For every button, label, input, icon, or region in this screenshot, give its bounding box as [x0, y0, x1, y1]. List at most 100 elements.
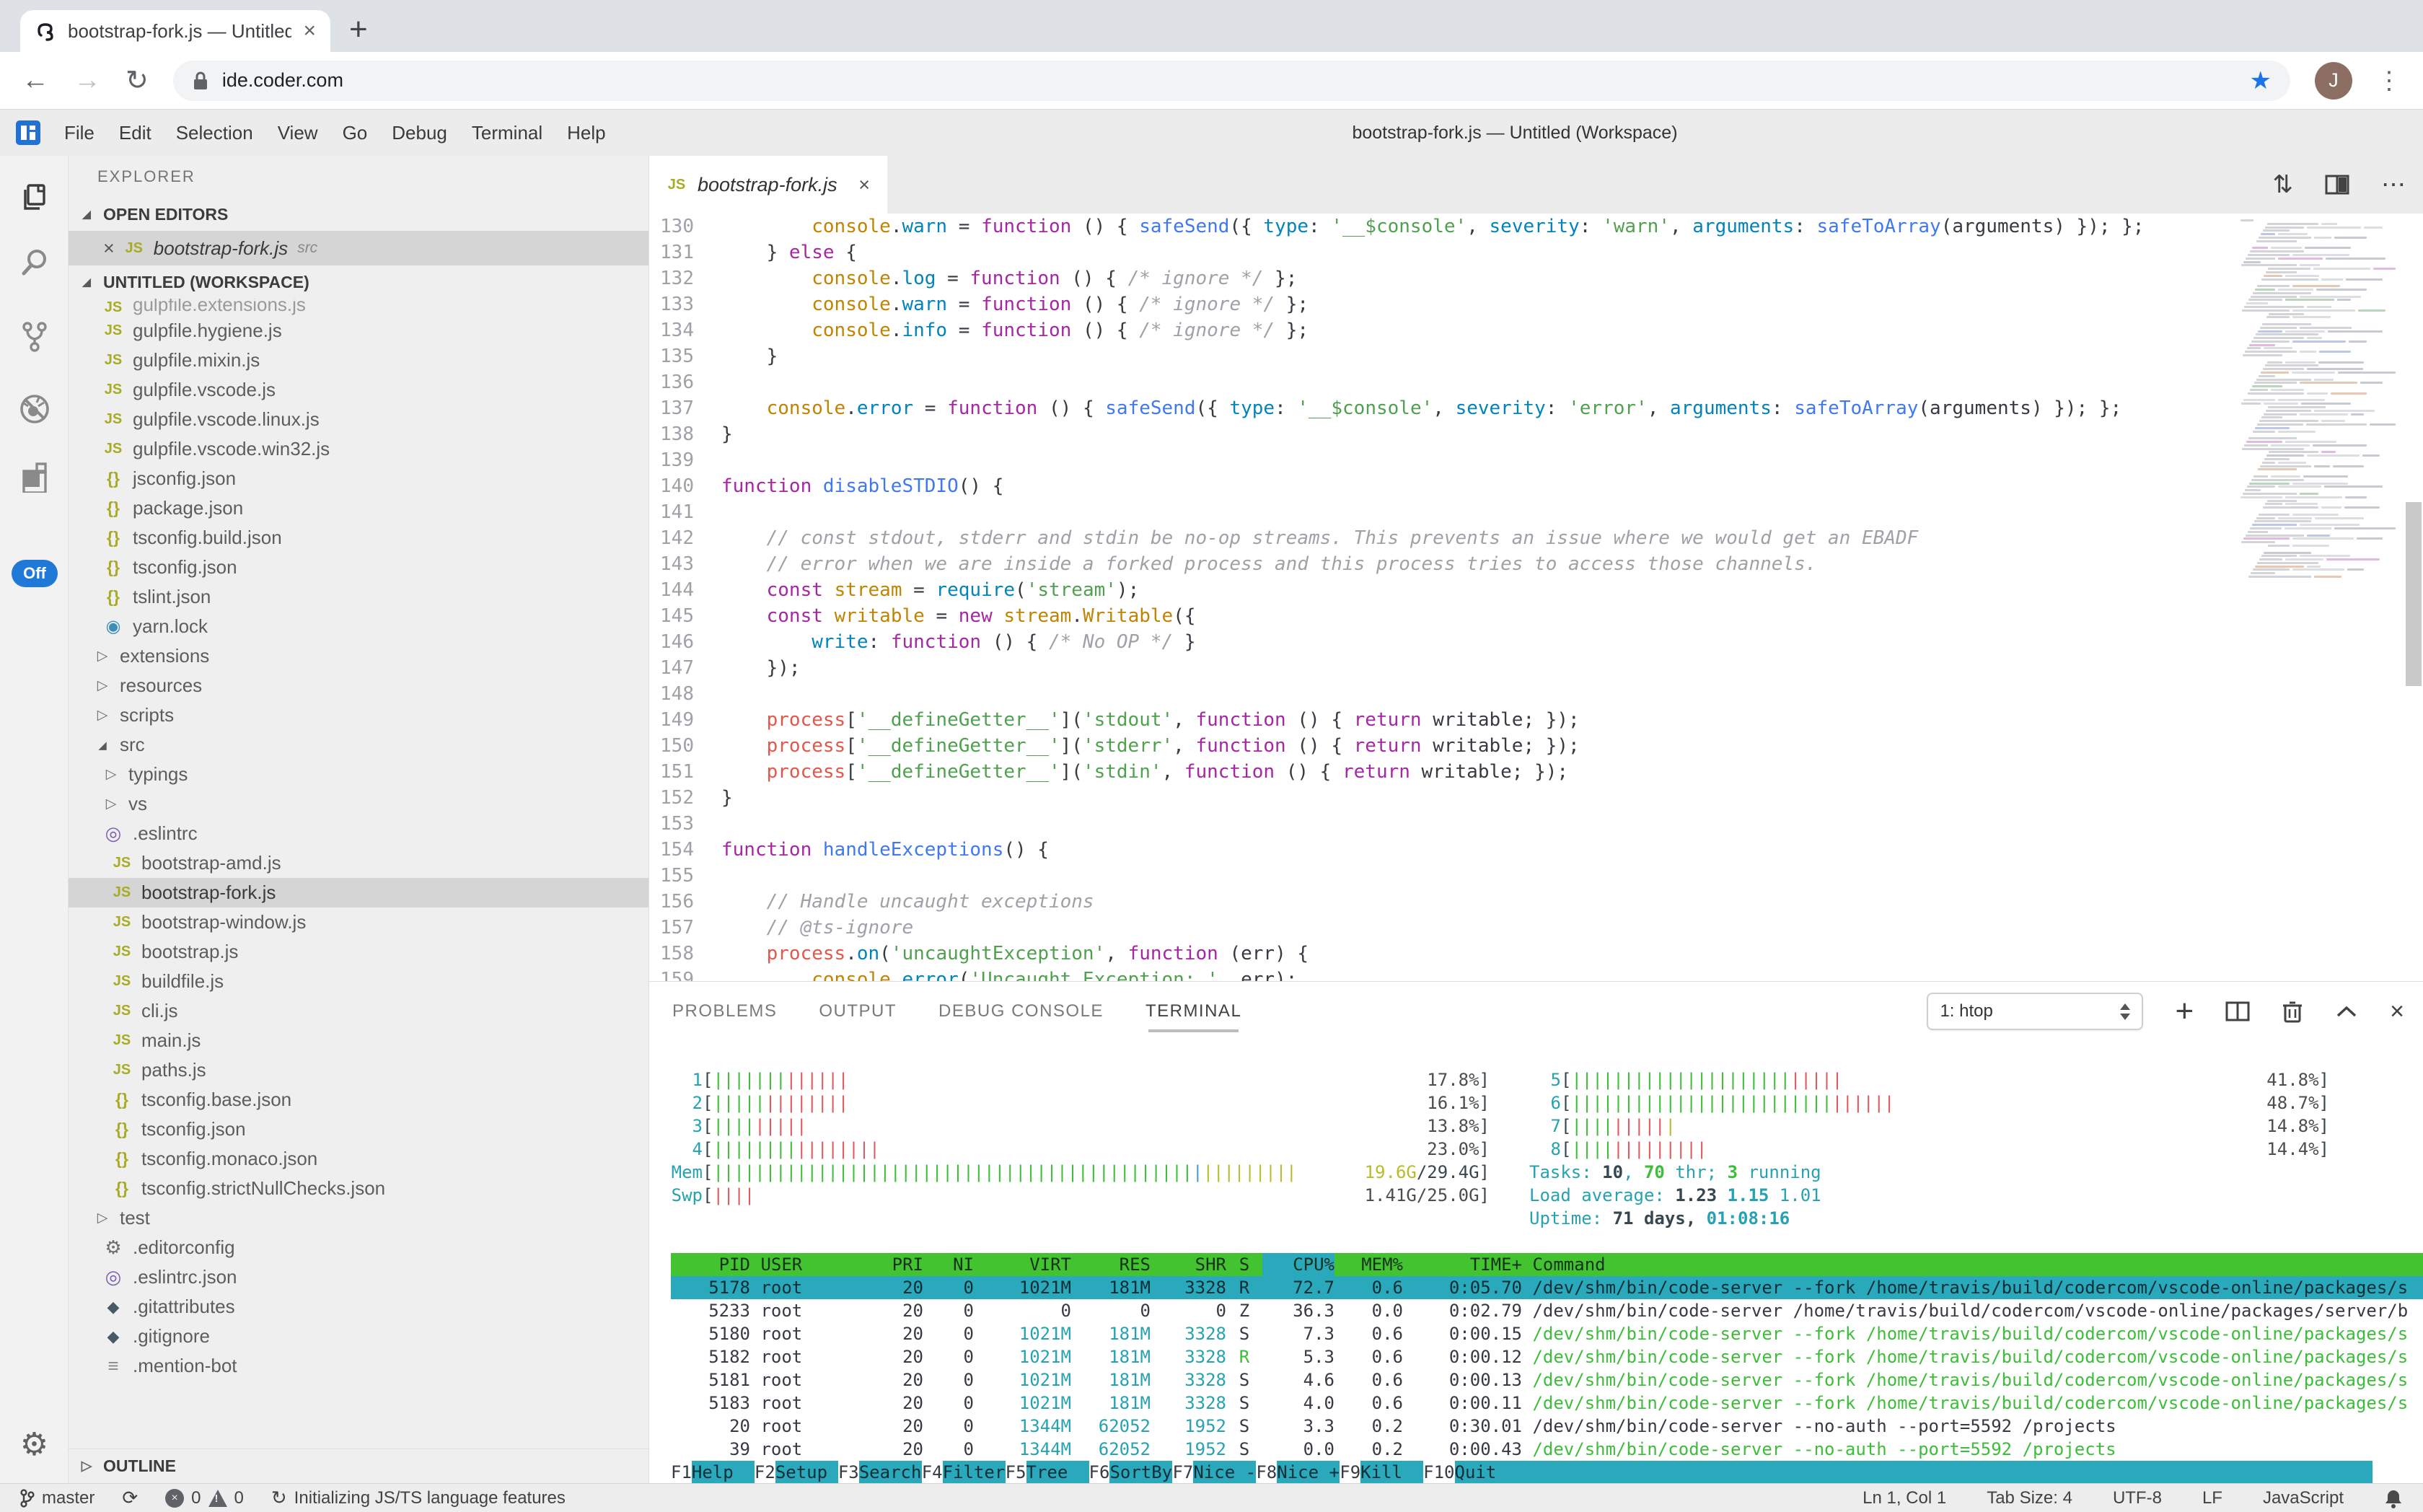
file-item-gulpfile.extensions.js[interactable]: JS gulpfile.extensions.js: [69, 299, 648, 316]
code-line[interactable]: 158 process.on('uncaughtException', func…: [649, 941, 2233, 967]
code-line[interactable]: 140 function disableSTDIO() {: [649, 473, 2233, 499]
url-bar[interactable]: ide.coder.com ★: [172, 60, 2290, 101]
more-actions-icon[interactable]: ⋯: [2381, 171, 2406, 198]
chevron-collapsed-icon[interactable]: ▷: [97, 708, 108, 723]
code-editor[interactable]: 130 console.warn = function () { safeSen…: [649, 214, 2423, 981]
close-icon[interactable]: ×: [103, 237, 115, 259]
file-item-.mention-bot[interactable]: ≡ .mention-bot: [69, 1351, 648, 1381]
file-item-.eslintrc[interactable]: ◎ .eslintrc: [69, 819, 648, 848]
file-item-yarn.lock[interactable]: ◉ yarn.lock: [69, 612, 648, 641]
back-icon[interactable]: ←: [22, 65, 49, 95]
code-line[interactable]: 136: [649, 369, 2233, 395]
fnkey-f1[interactable]: F1Help: [671, 1461, 755, 1483]
fnkey-f2[interactable]: F2Setup: [754, 1461, 838, 1483]
file-item-gulpfile.hygiene.js[interactable]: JS gulpfile.hygiene.js: [69, 316, 648, 346]
file-item-bootstrap-amd.js[interactable]: JS bootstrap-amd.js: [69, 848, 648, 878]
file-item-jsconfig.json[interactable]: {} jsconfig.json: [69, 464, 648, 493]
folder-item-src[interactable]: ◢ src: [69, 730, 648, 760]
language-status[interactable]: ↻ Initializing JS/TS language features: [271, 1487, 566, 1508]
kill-terminal-icon[interactable]: [2282, 999, 2303, 1024]
file-item-tsconfig.json[interactable]: {} tsconfig.json: [69, 1115, 648, 1144]
editor-tab[interactable]: JS bootstrap-fork.js ×: [649, 156, 887, 214]
close-panel-icon[interactable]: ×: [2390, 997, 2404, 1025]
file-item-bootstrap-fork.js[interactable]: JS bootstrap-fork.js: [69, 878, 648, 907]
file-item-gulpfile.mixin.js[interactable]: JS gulpfile.mixin.js: [69, 346, 648, 375]
panel-tab-terminal[interactable]: TERMINAL: [1145, 982, 1241, 1041]
panel-tab-output[interactable]: OUTPUT: [819, 1001, 897, 1021]
code-line[interactable]: 143 // error when we are inside a forked…: [649, 551, 2233, 577]
file-item-tsconfig.base.json[interactable]: {} tsconfig.base.json: [69, 1085, 648, 1115]
code-line[interactable]: 150 process['__defineGetter__']('stderr'…: [649, 733, 2233, 759]
minimap[interactable]: [2233, 214, 2403, 981]
fnkey-f10[interactable]: F10Quit: [1423, 1461, 1518, 1483]
menu-item-go[interactable]: Go: [342, 121, 368, 144]
folder-item-test[interactable]: ▷ test: [69, 1203, 648, 1233]
folder-item-vs[interactable]: ▷ vs: [69, 789, 648, 819]
code-line[interactable]: 154 function handleExceptions() {: [649, 837, 2233, 863]
status-utf-8[interactable]: UTF-8: [2112, 1487, 2162, 1508]
extensions-icon[interactable]: [0, 450, 69, 502]
code-line[interactable]: 142 // const stdout, stderr and stdin be…: [649, 525, 2233, 551]
code-line[interactable]: 151 process['__defineGetter__']('stdin',…: [649, 759, 2233, 785]
menu-item-help[interactable]: Help: [567, 121, 606, 144]
fnkey-f3[interactable]: F3Search: [837, 1461, 922, 1483]
chevron-collapsed-icon[interactable]: ▷: [105, 796, 117, 812]
menu-item-file[interactable]: File: [64, 121, 94, 144]
forward-icon[interactable]: →: [74, 65, 101, 95]
file-item-tslint.json[interactable]: {} tslint.json: [69, 582, 648, 612]
fnkey-f5[interactable]: F5Tree: [1005, 1461, 1089, 1483]
chevron-expanded-icon[interactable]: ◢: [98, 739, 107, 752]
fnkey-f6[interactable]: F6SortBy: [1089, 1461, 1173, 1483]
live-share-off-badge[interactable]: Off: [12, 560, 58, 587]
code-line[interactable]: 137 console.error = function () { safeSe…: [649, 395, 2233, 421]
menu-item-edit[interactable]: Edit: [118, 121, 151, 144]
terminal-picker[interactable]: 1: htop: [1927, 993, 2144, 1030]
code-line[interactable]: 144 const stream = require('stream');: [649, 577, 2233, 603]
menu-item-terminal[interactable]: Terminal: [471, 121, 543, 144]
file-item-tsconfig.build.json[interactable]: {} tsconfig.build.json: [69, 523, 648, 553]
browser-tab[interactable]: bootstrap-fork.js — Untitled (V ×: [20, 10, 330, 52]
explorer-icon[interactable]: [0, 170, 69, 222]
fnkey-f8[interactable]: F8Nice +: [1256, 1461, 1340, 1483]
code-line[interactable]: 153: [649, 811, 2233, 837]
tab-close-icon[interactable]: ×: [303, 19, 316, 43]
tab-close-icon[interactable]: ×: [858, 173, 870, 195]
chevron-collapsed-icon[interactable]: ▷: [97, 1210, 108, 1226]
code-line[interactable]: 131 } else {: [649, 239, 2233, 265]
menu-item-selection[interactable]: Selection: [175, 121, 253, 144]
code-line[interactable]: 148: [649, 681, 2233, 707]
fnkey-f4[interactable]: F4Filter: [921, 1461, 1006, 1483]
file-item-bootstrap.js[interactable]: JS bootstrap.js: [69, 937, 648, 967]
sync-icon[interactable]: ⟳: [122, 1487, 138, 1508]
maximize-panel-icon[interactable]: [2335, 1004, 2358, 1019]
file-item-main.js[interactable]: JS main.js: [69, 1026, 648, 1055]
code-line[interactable]: 156 // Handle uncaught exceptions: [649, 889, 2233, 915]
chevron-collapsed-icon[interactable]: ▷: [97, 678, 108, 693]
chevron-collapsed-icon[interactable]: ▷: [97, 649, 108, 664]
status-javascript[interactable]: JavaScript: [2262, 1487, 2344, 1508]
panel-tab-problems[interactable]: PROBLEMS: [672, 1001, 778, 1021]
file-item-.editorconfig[interactable]: ⚙ .editorconfig: [69, 1233, 648, 1262]
settings-gear-icon[interactable]: ⚙: [19, 1427, 49, 1462]
file-item-.eslintrc.json[interactable]: ◎ .eslintrc.json: [69, 1262, 648, 1292]
status-ln-1-col-1[interactable]: Ln 1, Col 1: [1863, 1487, 1947, 1508]
fnkey-f9[interactable]: F9Kill: [1340, 1461, 1424, 1483]
menu-item-view[interactable]: View: [277, 121, 318, 144]
scrollbar-thumb[interactable]: [2406, 502, 2422, 686]
status-tab-size-4[interactable]: Tab Size: 4: [1987, 1487, 2072, 1508]
file-item-tsconfig.monaco.json[interactable]: {} tsconfig.monaco.json: [69, 1144, 648, 1174]
fnkey-f7[interactable]: F7Nice -: [1172, 1461, 1257, 1483]
code-line[interactable]: 152}: [649, 785, 2233, 811]
menu-item-debug[interactable]: Debug: [392, 121, 447, 144]
code-line[interactable]: 149 process['__defineGetter__']('stdout'…: [649, 707, 2233, 733]
new-tab-button[interactable]: +: [349, 12, 368, 47]
code-line[interactable]: 155: [649, 863, 2233, 889]
search-icon[interactable]: [0, 237, 69, 289]
code-line[interactable]: 157 // @ts-ignore: [649, 915, 2233, 941]
reload-icon[interactable]: ↻: [126, 66, 149, 96]
git-branch-status[interactable]: master: [20, 1488, 94, 1508]
new-terminal-icon[interactable]: +: [2175, 993, 2194, 1029]
outline-header[interactable]: ▷ OUTLINE: [69, 1449, 648, 1483]
code-line[interactable]: 145 const writable = new stream.Writable…: [649, 603, 2233, 629]
file-item-tsconfig.strictNullChecks.json[interactable]: {} tsconfig.strictNullChecks.json: [69, 1174, 648, 1203]
